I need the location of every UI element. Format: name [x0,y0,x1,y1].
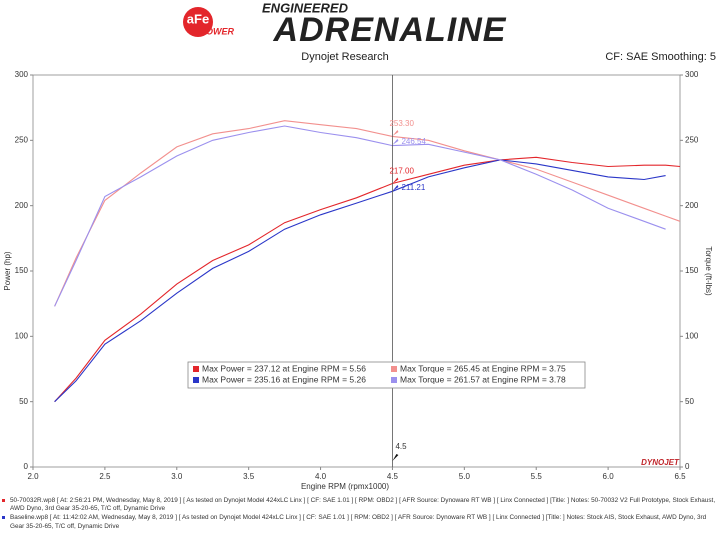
cursor-value-label: 246.54 [401,137,426,146]
x-tick-label: 6.5 [674,472,686,481]
y2-tick-label: 100 [685,331,699,340]
x-tick-label: 2.5 [99,472,111,481]
cursor-value-label: 217.00 [389,167,414,176]
y-axis-label: Power (hp) [3,251,12,290]
chart-subtitle: CF: SAE Smoothing: 5 [605,51,716,63]
y-tick-label: 0 [24,462,29,471]
cursor-marker [392,177,399,184]
legend-swatch [193,366,199,372]
cursor-label: 4.5 [395,442,407,451]
legend-swatch [391,366,397,372]
cursor-value-label: 211.21 [401,183,425,192]
cursor-marker [392,130,399,137]
series-line [54,156,681,403]
note-text: Baseline.wp8 [ At: 11:42:02 AM, Wednesda… [10,514,707,530]
note-text: 50-70032R.wp8 [ At: 2:56:21 PM, Wednesda… [10,497,716,513]
logo-badge [183,7,213,37]
cursor-marker [392,185,399,192]
y2-axis-label: Torque (ft-lbs) [704,246,713,296]
x-tick-label: 5.0 [459,472,471,481]
legend-box [187,361,586,389]
y-tick-label: 100 [15,331,29,340]
y2-tick-label: 50 [685,397,694,406]
cursor-value-label: 253.30 [389,119,414,128]
x-tick-label: 5.5 [531,472,543,481]
chart: aFe POWER ENGINEERED ADRENALINE Dynojet … [3,0,716,491]
tagline: ENGINEERED [262,0,349,15]
x-tick-label: 2.0 [27,472,39,481]
series-line [54,159,666,403]
y-tick-label: 300 [15,70,29,79]
y2-tick-label: 200 [685,201,699,210]
y-tick-label: 250 [15,135,29,144]
x-tick-label: 4.0 [315,472,327,481]
y2-tick-label: 250 [685,135,699,144]
watermark: DYNOJET [641,458,680,467]
legend-entry: Max Power = 235.16 at Engine RPM = 5.26 [202,374,366,384]
logo-brand: aFe [187,11,209,26]
y2-tick-label: 300 [685,70,699,79]
cursor-marker [392,138,399,145]
legend-entry: Max Power = 237.12 at Engine RPM = 5.56 [202,363,366,373]
x-tick-label: 3.5 [243,472,255,481]
logo-sub: POWER [200,26,235,36]
plot-frame [32,74,681,468]
y-tick-label: 50 [19,397,28,406]
note: Baseline.wp8 [ At: 11:42:02 AM, Wednesda… [0,514,716,530]
brand-name: ADRENALINE [273,11,507,49]
cursor-arrow [392,454,399,461]
legend-swatch [391,377,397,383]
y-tick-label: 200 [15,201,29,210]
legend-entry: Max Torque = 265.45 at Engine RPM = 3.75 [400,363,566,373]
y-tick-label: 150 [15,266,29,275]
y2-tick-label: 150 [685,266,699,275]
notes: 50-70032R.wp8 [ At: 2:56:21 PM, Wednesda… [0,497,716,532]
note-marker [2,516,5,520]
series-line [54,125,666,307]
x-tick-label: 4.5 [387,472,399,481]
legend-entry: Max Torque = 261.57 at Engine RPM = 3.78 [400,374,566,384]
chart-title: Dynojet Research [301,51,388,63]
legend-swatch [193,377,199,383]
x-tick-label: 6.0 [603,472,615,481]
note-marker [2,499,5,502]
y2-tick-label: 0 [685,462,690,471]
series-line [54,120,681,307]
x-tick-label: 3.0 [171,472,183,481]
x-axis-label: Engine RPM (rpmx1000) [301,482,389,491]
note: 50-70032R.wp8 [ At: 2:56:21 PM, Wednesda… [0,497,716,513]
